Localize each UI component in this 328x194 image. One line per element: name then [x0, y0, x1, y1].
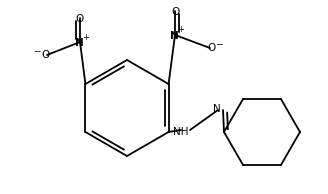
Text: O: O [171, 7, 179, 17]
Text: −: − [33, 47, 41, 55]
Text: +: + [177, 25, 184, 35]
Text: −: − [215, 40, 223, 48]
Text: O: O [208, 43, 216, 53]
Text: NH: NH [173, 127, 189, 137]
Text: O: O [76, 14, 84, 24]
Text: O: O [41, 50, 49, 60]
Text: +: + [83, 33, 90, 42]
Text: N: N [75, 38, 83, 48]
Text: N: N [170, 31, 178, 41]
Text: N: N [213, 104, 221, 114]
